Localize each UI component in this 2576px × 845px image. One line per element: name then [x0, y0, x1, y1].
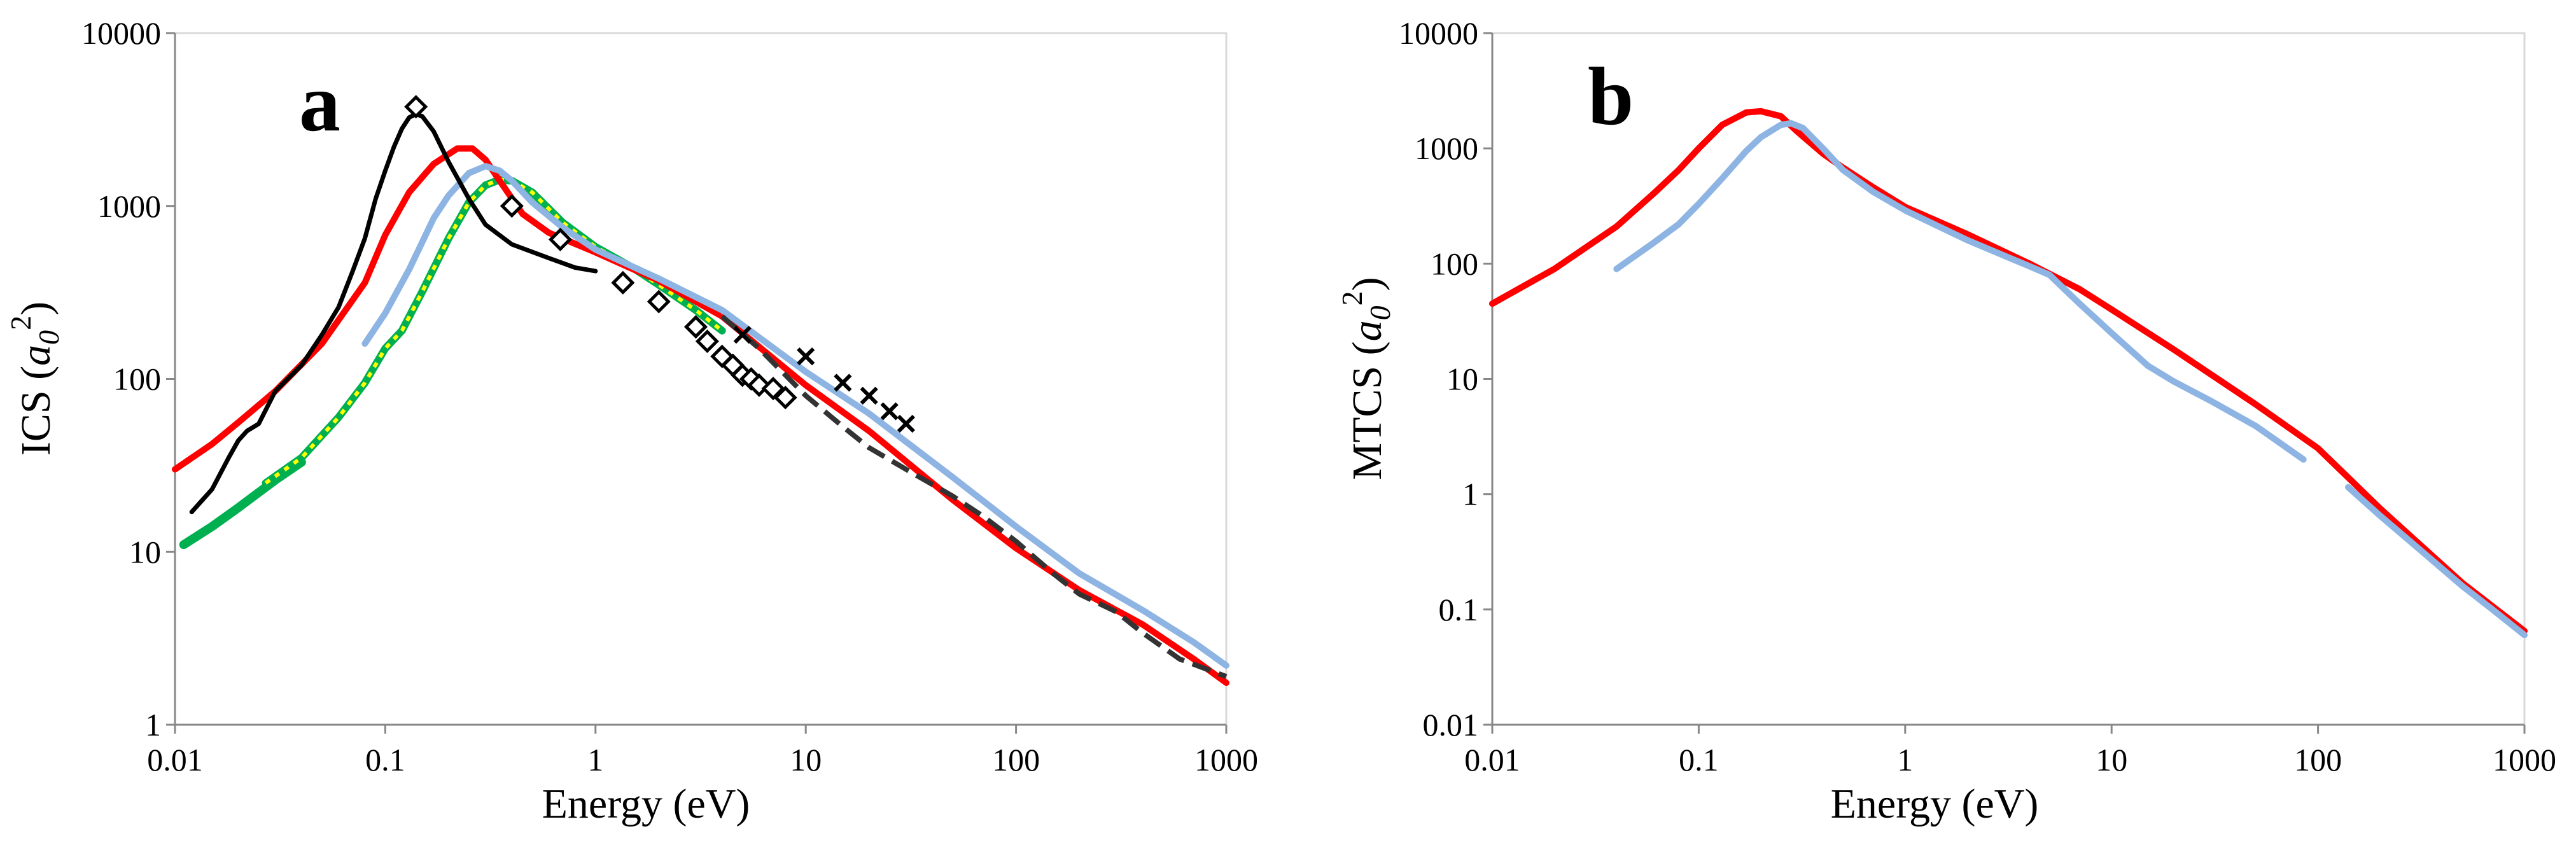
y-tick-label: 10000 — [81, 15, 161, 51]
diamond-marker — [695, 329, 719, 353]
panel-b-frame — [1491, 32, 2526, 726]
panel-b-series — [1489, 108, 2528, 638]
y-tick-label: 1000 — [97, 188, 161, 224]
panel-b-label: b — [1588, 51, 1634, 143]
x-tick-label: 1 — [1897, 742, 1913, 778]
panel-a-xtick-labels: 0.01 0.1 1 10 100 1000 — [147, 742, 1258, 778]
panel-a-ylabel-sup: 2 — [4, 316, 37, 330]
panel-b-ticks — [1483, 32, 2526, 734]
y-tick-label: 0.01 — [1423, 707, 1479, 743]
y-tick-label: 1 — [145, 707, 161, 743]
panel-a-ylabel-sub: 0 — [32, 330, 65, 345]
x-tick-label: 0.1 — [365, 742, 405, 778]
y-tick-label: 10000 — [1399, 15, 1478, 51]
panel-b-ylabel-sub: 0 — [1364, 305, 1396, 320]
y-tick-label: 1000 — [1415, 130, 1478, 166]
diamond-marker — [500, 194, 524, 218]
y-tick-label: 10 — [129, 534, 161, 569]
panel-a-label: a — [299, 57, 340, 149]
series-line-light-blue — [361, 163, 1229, 669]
series-line-red — [172, 145, 1229, 686]
panel-a-ytick-labels: 1 10 100 1000 10000 — [81, 15, 161, 743]
panel-b-x-axis-title: Energy (eV) — [1831, 781, 2039, 827]
series-line-black-dashed — [720, 314, 1228, 679]
cross-marker — [834, 374, 852, 392]
panel-a-chart: 1 10 100 1000 10000 0.01 0.1 1 10 100 1000 Energy… — [4, 15, 1258, 827]
panel-b-ylabel-main: MTCS ( — [1344, 341, 1390, 480]
panel-b-ylabel-sup: 2 — [1336, 291, 1368, 305]
diamond-marker — [548, 227, 572, 251]
x-tick-label: 100 — [2294, 742, 2342, 778]
x-tick-label: 0.1 — [1679, 742, 1719, 778]
x-tick-label: 0.01 — [1464, 742, 1520, 778]
y-tick-label: 100 — [113, 361, 161, 397]
x-tick-label: 10 — [790, 742, 822, 778]
panel-b-ylabel-close: ) — [1344, 277, 1390, 291]
panel-a-x-axis-title: Energy (eV) — [542, 781, 750, 827]
x-tick-label: 1 — [587, 742, 603, 778]
series-line-black-solid — [189, 111, 598, 515]
panel-a-markers — [404, 95, 915, 433]
panel-a-ylabel-symbol: a — [13, 345, 59, 366]
panel-b-ylabel-symbol: a — [1344, 320, 1390, 341]
diamond-marker — [647, 290, 671, 314]
cross-marker — [797, 347, 815, 366]
diamond-marker — [611, 270, 635, 295]
y-tick-label: 0.1 — [1439, 592, 1479, 627]
diamond-marker — [773, 386, 797, 410]
panel-b-xtick-labels: 0.01 0.1 1 10 100 1000 — [1464, 742, 2556, 778]
cross-marker — [897, 414, 915, 433]
x-tick-label: 1000 — [2493, 742, 2556, 778]
cross-marker — [860, 386, 878, 405]
series-line-light-blue-2 — [2345, 484, 2528, 638]
x-tick-label: 0.01 — [147, 742, 203, 778]
x-tick-label: 100 — [992, 742, 1040, 778]
panel-a-y-axis-title: ICS (a02) — [4, 302, 65, 456]
panel-a-ticks — [166, 32, 1228, 734]
y-tick-label: 1 — [1462, 477, 1478, 512]
x-tick-label: 10 — [2096, 742, 2127, 778]
panel-b-ytick-labels: 0.01 0.1 1 10 100 1000 10000 — [1399, 15, 1478, 743]
panel-b-y-axis-title: MTCS (a02) — [1336, 277, 1396, 480]
y-tick-label: 10 — [1446, 361, 1478, 397]
cross-marker — [733, 326, 752, 344]
y-tick-label: 100 — [1431, 246, 1478, 281]
panel-a-ylabel-close: ) — [13, 302, 59, 316]
diamond-marker — [404, 95, 428, 119]
panel-a-series — [172, 111, 1229, 686]
series-line-red — [1489, 108, 2528, 634]
cross-marker — [880, 402, 899, 421]
panel-a-ylabel-main: ICS ( — [13, 366, 59, 456]
series-line-light-blue-1 — [1613, 120, 2307, 463]
diamond-marker — [683, 315, 708, 339]
x-tick-label: 1000 — [1194, 742, 1258, 778]
